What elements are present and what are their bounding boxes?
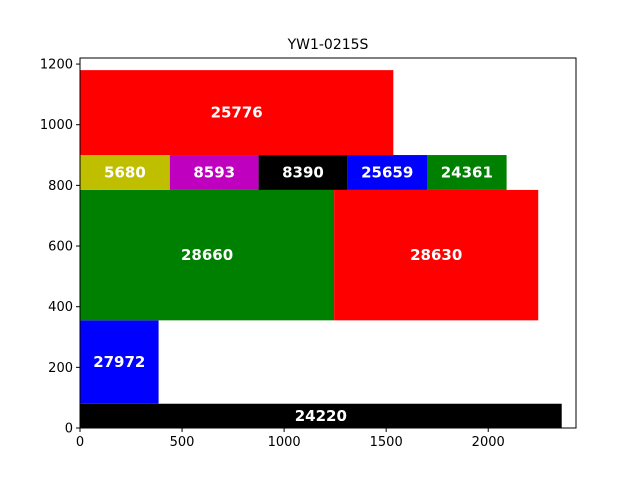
- rect-25776: [80, 70, 394, 156]
- y-tick-label: 600: [48, 240, 73, 255]
- y-tick-label: 0: [65, 422, 73, 437]
- rect-label-28630: 28630: [410, 246, 462, 264]
- rect-label-8593: 8593: [193, 163, 235, 181]
- rect-8390: [258, 155, 348, 190]
- plot-area: 24220 27972 28660 28630 5680 8593 8390 25659 243…: [80, 70, 562, 428]
- rect-label-27972: 27972: [93, 353, 145, 371]
- chart-title: YW1-0215S: [287, 37, 369, 53]
- rect-25659: [347, 155, 427, 190]
- y-tick-label: 1200: [40, 58, 73, 73]
- rect-label-25659: 25659: [361, 163, 413, 181]
- y-tick-label: 400: [48, 300, 73, 315]
- rect-8593: [169, 155, 259, 190]
- x-tick-label: 1000: [268, 435, 301, 450]
- plot-frame: [79, 57, 577, 429]
- rect-label-24220: 24220: [295, 407, 347, 425]
- rect-label-8390: 8390: [282, 163, 324, 181]
- x-axis: 0 500 1000 1500 2000: [76, 428, 505, 450]
- rect-label-25776: 25776: [211, 104, 263, 122]
- x-tick-label: 2000: [472, 435, 505, 450]
- rect-5680: [80, 155, 170, 190]
- rect-label-28660: 28660: [181, 246, 233, 264]
- x-tick-label: 0: [76, 435, 84, 450]
- y-tick-label: 1000: [40, 118, 73, 133]
- x-tick-label: 1500: [370, 435, 403, 450]
- rect-28630: [334, 189, 539, 321]
- rect-label-5680: 5680: [104, 163, 146, 181]
- y-tick-label: 200: [48, 361, 73, 376]
- rect-27972: [80, 320, 159, 404]
- rect-24361: [426, 155, 507, 190]
- y-axis: 0 200 400 600 800 1000 1200: [40, 58, 80, 437]
- rect-28660: [80, 189, 335, 321]
- x-tick-label: 500: [170, 435, 195, 450]
- rect-label-24361: 24361: [441, 163, 493, 181]
- rect-24220: [80, 403, 562, 428]
- y-tick-label: 800: [48, 179, 73, 194]
